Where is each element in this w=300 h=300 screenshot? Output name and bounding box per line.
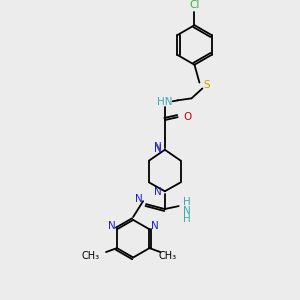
Text: HN: HN [157,97,172,107]
Text: Cl: Cl [189,0,200,11]
Text: N: N [154,187,162,197]
Text: N: N [154,142,162,152]
Text: N: N [135,194,143,204]
Text: O: O [183,112,192,122]
Text: H: H [183,214,190,224]
Text: N: N [108,221,116,231]
Text: CH₃: CH₃ [81,251,99,261]
Text: S: S [203,80,210,89]
Text: H: H [183,197,190,207]
Text: CH₃: CH₃ [158,251,176,261]
Text: N: N [183,206,190,216]
Text: N: N [151,221,158,231]
Text: N: N [154,144,162,154]
